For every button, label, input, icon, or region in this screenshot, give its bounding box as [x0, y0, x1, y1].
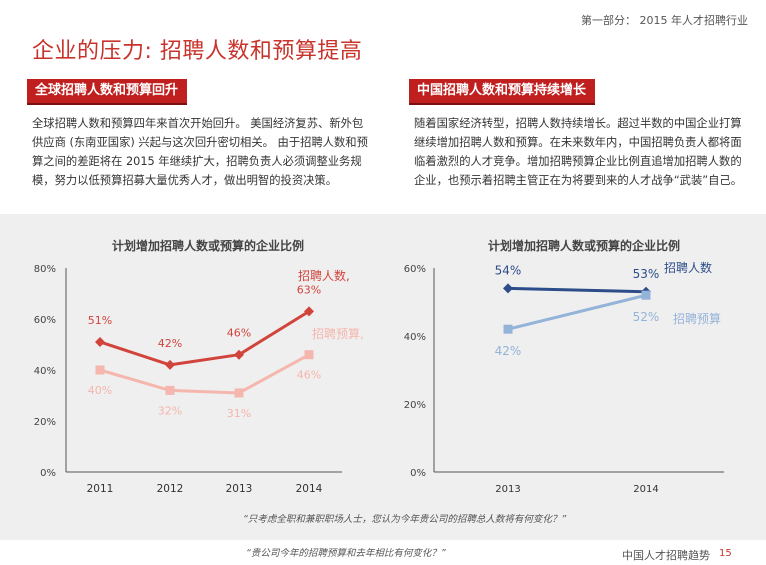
- series-line-hires: [507, 286, 647, 294]
- data-label: 46%: [227, 327, 251, 340]
- page-title: 企业的压力: 招聘人数和预算提高: [32, 39, 363, 64]
- series-line-hires: [99, 310, 310, 367]
- data-point: [165, 359, 175, 370]
- legend-budget: 招聘预算,: [312, 326, 364, 341]
- y-tick-label: 0%: [40, 468, 56, 479]
- x-tick-label: 2014: [633, 484, 658, 495]
- legend-hires: 招聘人数,: [298, 268, 350, 283]
- x-tick-label: 2014: [296, 483, 323, 495]
- data-label: 40%: [88, 384, 112, 397]
- data-label: 51%: [88, 314, 112, 327]
- y-tick-label: 0%: [410, 468, 426, 479]
- data-point: [234, 349, 244, 360]
- y-tick-label: 60%: [404, 264, 426, 275]
- page-number: 15: [719, 548, 732, 559]
- data-label: 42%: [495, 344, 522, 358]
- x-tick-label: 2013: [226, 483, 253, 495]
- series-line-budget: [99, 353, 310, 395]
- data-point: [304, 350, 314, 360]
- global-chart-title: 计划增加招聘人数或预算的企业比例: [112, 239, 305, 253]
- data-point: [95, 365, 105, 375]
- data-label: 63%: [297, 283, 321, 296]
- data-point: [503, 283, 513, 294]
- legend-hires: 招聘人数: [664, 260, 712, 275]
- y-tick-label: 40%: [34, 366, 56, 377]
- data-label: 42%: [158, 337, 182, 350]
- data-label: 53%: [633, 267, 660, 281]
- y-tick-label: 20%: [404, 400, 426, 411]
- data-point: [165, 385, 175, 395]
- budget-survey-question: “贵公司今年的招聘预算和去年相比有何变化？”: [246, 548, 446, 559]
- china-paragraph: 随着国家经济转型，招聘人数持续增长。超过半数的中国企业打算继续增加招聘人数和预算…: [414, 117, 743, 187]
- y-tick-label: 60%: [34, 315, 56, 326]
- data-label: 46%: [297, 369, 321, 382]
- x-tick-label: 2012: [157, 483, 184, 495]
- series-line-budget: [507, 293, 647, 331]
- x-tick-label: 2013: [495, 484, 520, 495]
- data-point: [503, 324, 513, 334]
- data-label: 31%: [227, 407, 251, 420]
- legend-budget: 招聘预算: [673, 311, 721, 326]
- data-point: [304, 306, 314, 317]
- data-point: [641, 290, 651, 300]
- global-section-tag: 全球招聘人数和预算回升: [27, 79, 188, 105]
- hires-survey-question: “只考虑全职和兼职职场人士，您认为今年贵公司的招聘总人数将有何变化？”: [243, 514, 567, 525]
- footer-brand: 中国人才招聘趋势: [622, 549, 710, 562]
- data-point: [234, 388, 244, 398]
- y-tick-label: 40%: [404, 332, 426, 343]
- data-label: 52%: [633, 310, 660, 324]
- global-paragraph: 全球招聘人数和预算四年来首次开始回升。 美国经济复苏、新外包供应商 (东南亚国家…: [32, 117, 368, 187]
- china-section-tag: 中国招聘人数和预算持续增长: [409, 79, 596, 105]
- y-tick-label: 20%: [34, 417, 56, 428]
- data-label: 32%: [158, 404, 182, 417]
- x-tick-label: 2011: [87, 483, 114, 495]
- section-header: 第一部分： 2015 年人才招聘行业: [581, 14, 748, 27]
- data-point: [95, 336, 105, 347]
- data-label: 54%: [495, 263, 522, 277]
- y-tick-label: 80%: [34, 264, 56, 275]
- china-chart-title: 计划增加招聘人数或预算的企业比例: [488, 239, 681, 253]
